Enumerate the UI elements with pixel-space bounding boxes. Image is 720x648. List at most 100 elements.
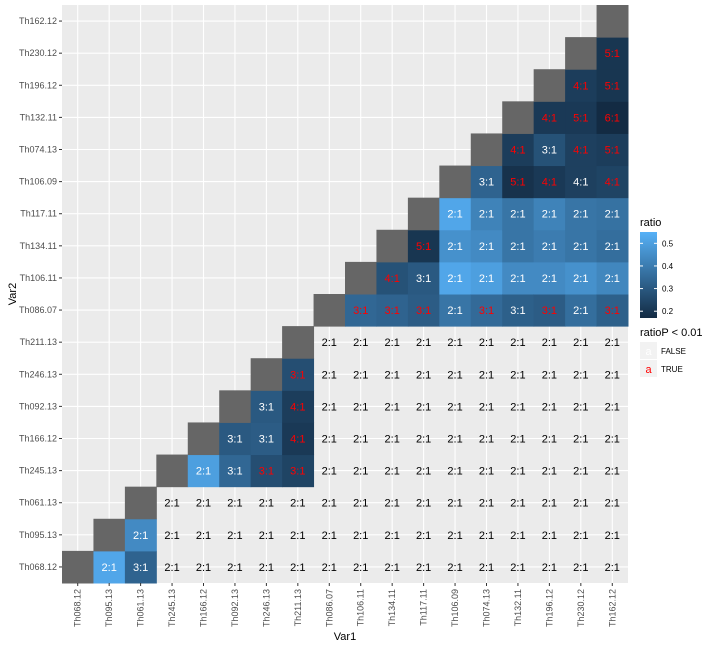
cell-label: 4:1: [605, 177, 620, 189]
diagonal-cell: [93, 518, 126, 552]
cell-label: 2:1: [510, 498, 525, 510]
x-tick-label: Th132.11: [513, 589, 523, 626]
cell-label: 2:1: [542, 498, 557, 510]
cell-label: 2:1: [322, 369, 337, 381]
heatmap-cell: [596, 197, 629, 231]
cell-label: 2:1: [102, 562, 117, 574]
x-tick-label: Th245.13: [167, 589, 177, 627]
cell-label: 2:1: [573, 241, 588, 253]
heatmap-cell: [533, 294, 566, 327]
y-axis-title: Var2: [7, 283, 19, 305]
diagonal-cell: [250, 358, 283, 391]
heatmap-cell: [565, 229, 598, 263]
cell-label: 2:1: [416, 562, 431, 574]
heatmap-cell: [407, 261, 440, 295]
heatmap-cell: [250, 390, 283, 423]
heatmap-cell: [439, 261, 472, 295]
y-tick-label: Th106.09: [19, 177, 57, 187]
cell-label: 2:1: [416, 337, 431, 349]
cell-label: 2:1: [479, 241, 494, 253]
cell-label: 2:1: [605, 369, 620, 381]
cell-label: 3:1: [542, 145, 557, 157]
cell-label: 2:1: [385, 401, 400, 413]
x-tick-label: Th095.13: [104, 589, 114, 627]
y-tick-label: Th246.13: [19, 369, 57, 379]
colorbar-tick-label: 0.2: [662, 307, 674, 316]
cell-label: 2:1: [542, 337, 557, 349]
cell-label: 2:1: [416, 530, 431, 542]
cell-label: 2:1: [605, 562, 620, 574]
y-tick-label: Th132.11: [20, 112, 57, 122]
heatmap-cell: [565, 197, 598, 231]
y-tick-label: Th074.13: [19, 145, 57, 155]
heatmap-cell: [345, 294, 377, 327]
cell-label: 4:1: [290, 434, 305, 446]
heatmap-cell: [187, 454, 220, 488]
y-tick-label: Th134.11: [20, 241, 57, 251]
cell-label: 2:1: [416, 498, 431, 510]
heatmap-cell: [282, 454, 315, 488]
heatmap-cell: [533, 197, 566, 231]
cell-label: 2:1: [447, 273, 462, 285]
y-tick-label: Th068.12: [19, 562, 57, 572]
diagonal-cell: [470, 133, 503, 167]
cell-label: 2:1: [479, 209, 494, 221]
heatmap-cell: [219, 422, 252, 456]
cell-label: 2:1: [447, 241, 462, 253]
heatmap-cell: [533, 165, 566, 199]
cell-label: 2:1: [133, 530, 148, 542]
cell-label: 2:1: [385, 498, 400, 510]
cell-label: 2:1: [573, 434, 588, 446]
heatmap-cell: [407, 294, 440, 327]
heatmap-cell: [439, 197, 472, 231]
heatmap-cell: [565, 165, 598, 199]
cell-label: 2:1: [605, 273, 620, 285]
cell-label: 2:1: [542, 530, 557, 542]
cell-label: 2:1: [542, 562, 557, 574]
cell-label: 2:1: [322, 337, 337, 349]
cell-label: 2:1: [605, 498, 620, 510]
diagonal-cell: [439, 165, 472, 199]
cell-label: 3:1: [259, 466, 274, 478]
cell-label: 2:1: [605, 337, 620, 349]
heatmap-cell: [93, 550, 126, 584]
cell-label: 2:1: [510, 273, 525, 285]
cell-label: 3:1: [510, 305, 525, 317]
heatmap-cell: [219, 454, 252, 488]
cell-label: 2:1: [322, 498, 337, 510]
cell-label: 5:1: [605, 145, 620, 157]
cell-label: 2:1: [353, 530, 368, 542]
cell-label: 3:1: [416, 305, 431, 317]
cell-label: 4:1: [573, 177, 588, 189]
cell-label: 5:1: [573, 112, 588, 124]
cell-label: 2:1: [542, 241, 557, 253]
heatmap-cell: [124, 550, 157, 584]
heatmap-cell: [502, 261, 535, 295]
cell-label: 4:1: [510, 145, 525, 157]
x-tick-label: Th074.13: [482, 589, 492, 627]
cell-label: 5:1: [605, 80, 620, 92]
cell-label: 2:1: [479, 498, 494, 510]
heatmap-cell: [470, 165, 503, 199]
cell-label: 4:1: [573, 145, 588, 157]
cell-label: 2:1: [196, 530, 211, 542]
heatmap-cell: [502, 165, 535, 199]
heatmap-cell: [565, 133, 598, 167]
colorbar-tick-label: 0.3: [662, 285, 674, 294]
cell-label: 2:1: [196, 562, 211, 574]
cell-label: 2:1: [416, 401, 431, 413]
heatmap-cell: [376, 261, 409, 295]
cell-label: 2:1: [353, 401, 368, 413]
cell-label: 2:1: [290, 562, 305, 574]
ratiop-legend-title: ratioP < 0.01: [640, 327, 702, 339]
cell-label: 2:1: [164, 498, 179, 510]
cell-label: 4:1: [542, 112, 557, 124]
diagonal-cell: [376, 229, 409, 263]
cell-label: 2:1: [447, 401, 462, 413]
cell-label: 2:1: [479, 530, 494, 542]
diagonal-cell: [219, 390, 252, 423]
cell-label: 2:1: [447, 209, 462, 221]
y-tick-label: Th245.13: [19, 466, 57, 476]
cell-label: 2:1: [542, 273, 557, 285]
heatmap-cell: [565, 261, 598, 295]
